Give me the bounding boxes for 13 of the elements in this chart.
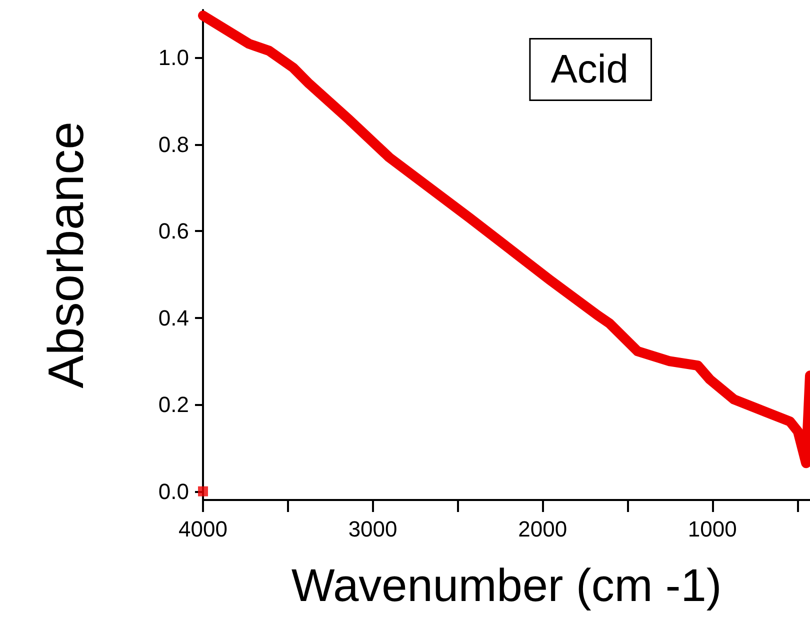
- y-axis-title: Absorbance: [38, 122, 94, 388]
- y-tick-label: 0.4: [158, 305, 189, 330]
- y-tick-label: 0.6: [158, 218, 189, 244]
- x-tick-label: 2000: [518, 516, 568, 542]
- annotation: Acid: [550, 48, 628, 92]
- y-tick-label: 0.0: [158, 478, 189, 504]
- x-tick-label: 4000: [178, 516, 228, 542]
- y-tick-label: 1.0: [158, 45, 189, 70]
- y-tick-label: 0.8: [158, 132, 189, 157]
- y-tick-label: 0.2: [158, 392, 189, 418]
- x-tick-label: 1000: [688, 516, 737, 542]
- x-tick-label: 3000: [348, 516, 398, 542]
- x-axis-title: Wavenumber (cm -1): [291, 559, 722, 611]
